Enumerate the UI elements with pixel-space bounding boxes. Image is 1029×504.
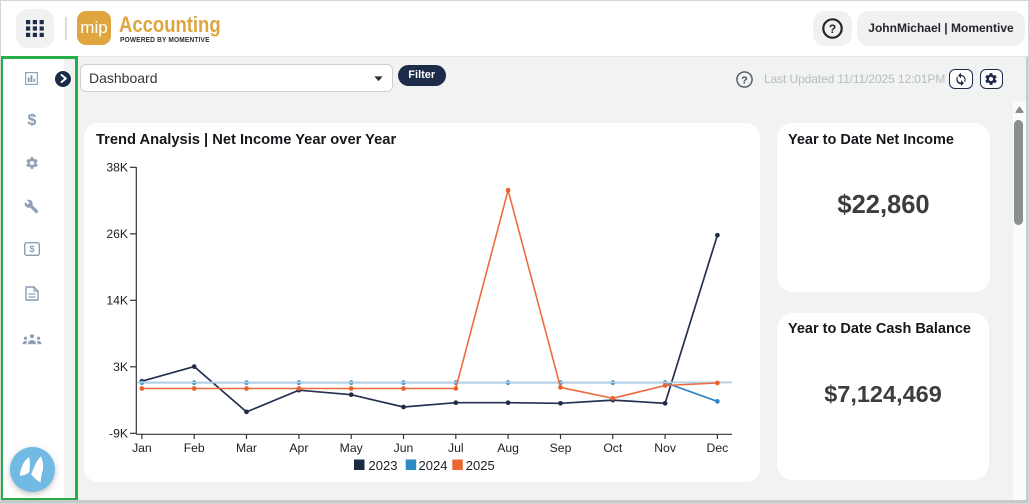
svg-text:26K: 26K (106, 227, 128, 241)
svg-text:Apr: Apr (289, 441, 308, 455)
svg-text:Jan: Jan (132, 441, 152, 455)
svg-text:Mar: Mar (236, 441, 257, 455)
svg-text:Aug: Aug (497, 441, 519, 455)
svg-text:$: $ (29, 244, 34, 254)
svg-text:Sep: Sep (550, 441, 572, 455)
svg-text:Jul: Jul (448, 441, 464, 455)
svg-text:2024: 2024 (419, 458, 448, 473)
svg-text:Nov: Nov (654, 441, 677, 455)
svg-text:Oct: Oct (603, 441, 623, 455)
svg-text:-9K: -9K (109, 427, 128, 441)
svg-text:Feb: Feb (184, 441, 205, 455)
svg-text:2025: 2025 (466, 458, 495, 473)
svg-text:2023: 2023 (369, 458, 398, 473)
svg-text:May: May (340, 441, 364, 455)
svg-text:?: ? (741, 74, 747, 86)
svg-text:3K: 3K (113, 360, 128, 374)
svg-text:14K: 14K (106, 294, 128, 308)
svg-text:Dec: Dec (707, 441, 729, 455)
svg-text:?: ? (829, 22, 836, 36)
svg-text:Jun: Jun (394, 441, 414, 455)
svg-text:38K: 38K (106, 161, 128, 175)
